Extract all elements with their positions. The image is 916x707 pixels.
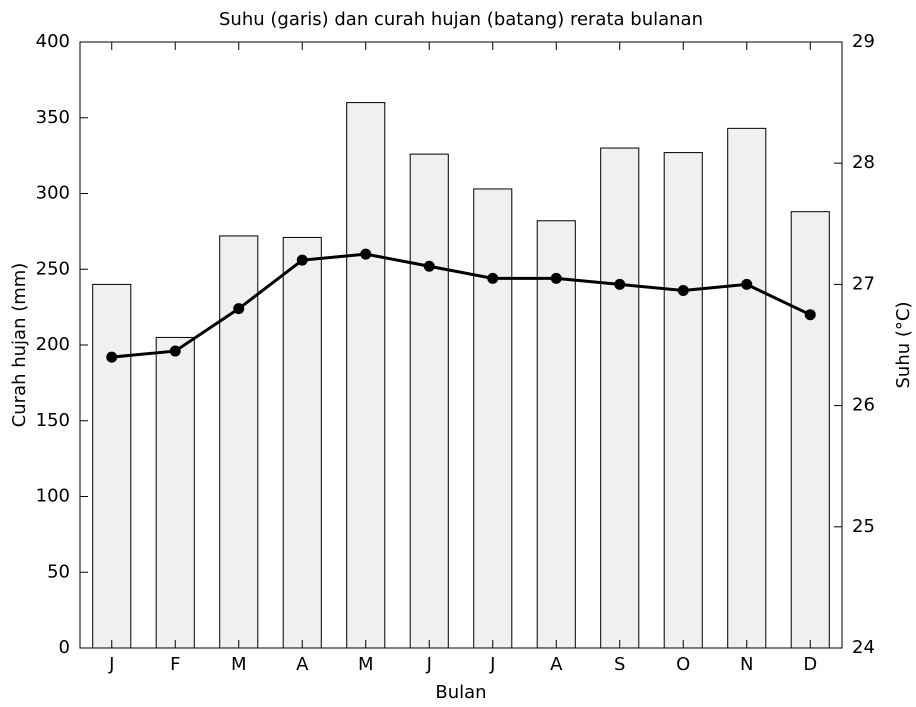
x-tick-label: D <box>803 654 817 675</box>
point <box>296 254 308 266</box>
y2-tick-label: 28 <box>852 152 875 173</box>
y-tick-label: 350 <box>36 107 70 128</box>
point <box>487 272 499 284</box>
x-tick-label: M <box>358 654 374 675</box>
y-tick-label: 100 <box>36 486 70 507</box>
x-tick-label: O <box>676 654 690 675</box>
y2-tick-label: 26 <box>852 395 875 416</box>
bar <box>663 152 703 649</box>
y-tick-label: 0 <box>59 637 70 658</box>
x-tick-label: J <box>489 654 495 675</box>
bar <box>155 336 195 649</box>
point <box>106 351 118 363</box>
point <box>233 303 245 315</box>
y-tick-label: 150 <box>36 410 70 431</box>
point <box>614 278 626 290</box>
y-tick-label: 200 <box>36 334 70 355</box>
point <box>169 345 181 357</box>
bar <box>473 188 513 649</box>
bar <box>727 127 767 649</box>
plot-frame <box>79 41 843 649</box>
y-tick-label: 400 <box>36 31 70 52</box>
point <box>677 284 689 296</box>
x-tick-label: J <box>426 654 432 675</box>
point <box>804 309 816 321</box>
bar <box>409 153 449 649</box>
y2-axis-label: Suhu (°C) <box>893 302 914 389</box>
y-axis-label: Curah hujan (mm) <box>9 263 30 428</box>
point <box>550 272 562 284</box>
x-tick-label: N <box>740 654 753 675</box>
x-tick-label: F <box>170 654 180 675</box>
x-tick-label: J <box>108 654 114 675</box>
x-tick-label: S <box>614 654 625 675</box>
x-tick-label: A <box>550 654 563 675</box>
point <box>741 278 753 290</box>
y2-tick-label: 24 <box>852 637 875 658</box>
bar <box>282 236 322 649</box>
y2-tick-label: 27 <box>852 273 875 294</box>
line <box>111 252 811 359</box>
y-tick-label: 300 <box>36 183 70 204</box>
bar <box>346 102 386 649</box>
x-tick-label: M <box>231 654 247 675</box>
bar <box>790 211 830 649</box>
point <box>423 260 435 272</box>
y2-tick-label: 25 <box>852 516 875 537</box>
y-tick-label: 250 <box>36 258 70 279</box>
x-tick-label: A <box>296 654 309 675</box>
chart-title: Suhu (garis) dan curah hujan (batang) re… <box>219 9 703 30</box>
bar <box>536 220 576 649</box>
y2-tick-label: 29 <box>852 31 875 52</box>
point <box>360 248 372 260</box>
bar <box>600 147 640 649</box>
x-axis-label: Bulan <box>435 682 486 703</box>
y-tick-label: 50 <box>47 561 70 582</box>
bar <box>92 283 132 649</box>
